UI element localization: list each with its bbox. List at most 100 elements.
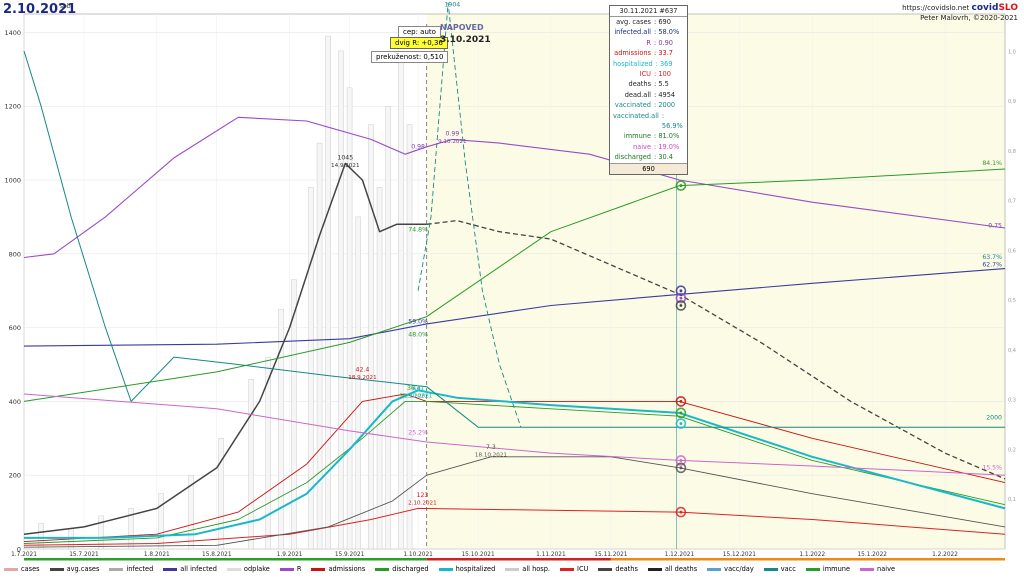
legend-item[interactable]: naive [860,565,895,573]
legend-swatch [763,567,778,571]
timeline-past-strip [24,558,427,561]
snapshot-marker [675,285,687,297]
info-row-key: ICU [639,70,651,79]
legend-item[interactable]: hospitalized [438,565,495,573]
y-tick-label: 600 [9,324,21,332]
cases-bar [248,379,254,550]
legend-swatch [49,567,64,571]
snapshot-marker-dot [679,184,683,187]
info-row-key: avg. cases [616,18,651,26]
header-date: 2.10.2021 [3,2,77,17]
legend-swatch [4,567,18,571]
series-line-deaths [23,456,1006,548]
info-row-key: naive [632,142,651,151]
info-row-key: discharged [614,153,651,162]
y-right-tick-label: 0,8 [1008,149,1016,155]
legend-swatch [375,567,390,571]
cases-bar [385,105,391,550]
legend-swatch [647,567,662,571]
site-url-link[interactable]: https://covidslo.net [902,4,970,12]
annotation-value: 1045 [337,154,353,161]
y-right-tick-label: 1,0 [1008,49,1016,55]
annotation-value: 0.98 [411,143,425,150]
annotation-value: 0.99 [445,130,459,137]
info-box-footer: 690 [610,162,687,174]
series-line-naive [23,393,1006,476]
info-row-key: vaccinated.all [613,111,659,120]
x-tick-label: 15.10.2021 [461,552,495,558]
legend-item[interactable]: immune [805,565,850,573]
legend-swatch [226,567,241,571]
annotation-date: 18.9.2021 [348,375,377,381]
legend-item[interactable]: admissions [311,565,365,573]
timeline-forecast-strip [610,558,1005,561]
legend-label: discharged [392,565,429,573]
y-right-tick-label: 0,6 [1008,248,1016,254]
info-row-value: : 5.5 [654,80,669,89]
info-row-value: : 33.7 [654,49,673,58]
legend-swatch [109,567,124,571]
info-row: hospitalized: 369 [610,59,687,69]
legend-label: all hosp. [522,565,551,573]
legend-item[interactable]: all deaths [647,565,697,573]
annotation-value: 7.3 [486,444,496,451]
legend-item[interactable]: avg.cases [49,565,99,573]
annotation-value: 15.5% [982,464,1002,471]
legend-item[interactable]: ICU [560,565,588,573]
info-box-title: 30.11.2021 #637 [610,6,687,17]
cases-bar [355,216,361,550]
legend-item[interactable]: vacc/day [707,565,754,573]
legend-item[interactable]: odplake [226,565,270,573]
info-row: dead.all: 4954 [610,90,687,100]
legend-item[interactable]: infected [109,565,153,573]
info-row-value: : 30.4 [654,153,673,162]
legend-label: odplake [243,565,270,573]
y-right-tick-label: 0,2 [1008,447,1016,453]
legend-swatch [598,567,613,571]
snapshot-marker [675,407,687,419]
annotation-date: 30.9.2021 [400,394,429,400]
snapshot-marker-dot [679,289,683,293]
legend-item[interactable]: vacc [763,565,796,573]
annotation-value: 74.8% [408,226,428,233]
series-line-all-infected [23,268,1006,347]
legend-item[interactable]: R [279,565,302,573]
annotation-value: 1904 [445,1,461,8]
x-tick-label: 1.8.2021 [144,552,170,558]
y-tick-label: 1000 [4,177,21,185]
legend-item[interactable]: discharged [375,565,429,573]
legend-label: naive [877,565,896,573]
annotation-value: 36.4 [407,385,421,392]
x-tick-label: 1.1.2022 [799,552,825,558]
cases-bar [218,438,224,550]
legend-label: R [296,565,302,573]
cases-bar [38,522,44,550]
header-day: sob [60,3,71,10]
legend-item[interactable]: all infected [163,565,217,573]
legend-item[interactable]: cases [4,565,40,573]
cases-bar [278,308,284,550]
info-row: avg. cases: 690 [610,17,687,27]
y-tick-label: 1400 [4,29,21,37]
x-tick-label: 15.8.2021 [202,552,232,558]
cases-bar [368,124,374,550]
legend-item[interactable]: all hosp. [505,565,550,573]
napoved-title: NAPOVED [440,23,484,32]
legend-label: infected [126,565,154,573]
info-row: admissions: 33.7 [610,48,687,58]
annotation-date: 9.10.2021 [438,139,467,145]
x-tick-label: 1.11.2021 [536,552,566,558]
snapshot-marker-dot [679,411,683,415]
cases-bar [338,50,344,550]
brand-logo: covidSLO [971,3,1018,13]
legend-item[interactable]: deaths [598,565,638,573]
snapshot-marker-dot [679,510,683,514]
x-tick-label: 15.1.2022 [857,552,887,558]
snapshot-marker-dot [679,304,683,307]
annotation-value: 2000 [986,415,1002,422]
info-row-key: vaccinated [614,101,651,110]
legend: cases avg.cases infected all infected odplak… [0,562,1024,576]
annotation-value: 59.0% [408,319,428,326]
cases-bar [398,54,404,550]
